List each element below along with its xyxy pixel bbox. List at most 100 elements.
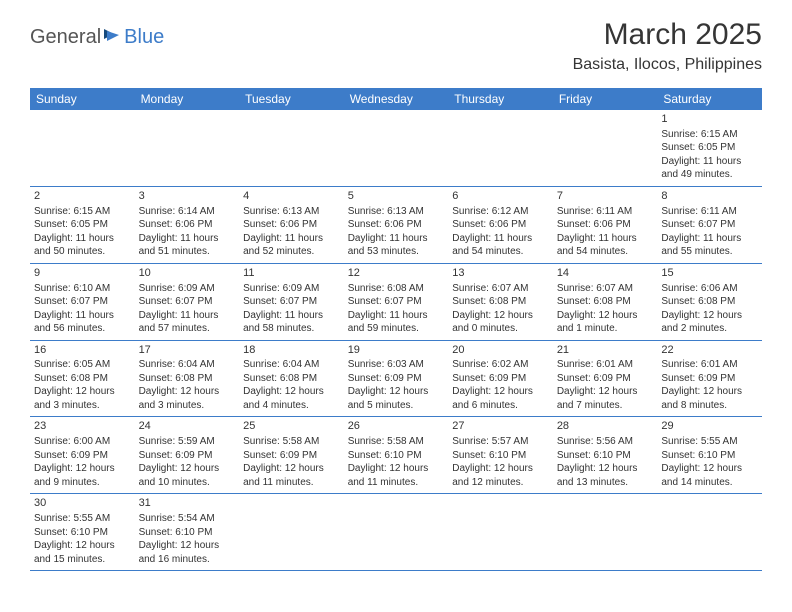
sunset-text: Sunset: 6:09 PM	[661, 372, 758, 386]
calendar-day-cell: 25Sunrise: 5:58 AMSunset: 6:09 PMDayligh…	[239, 417, 344, 494]
day-number: 25	[243, 419, 340, 434]
day-number: 24	[139, 419, 236, 434]
calendar-day-cell: 30Sunrise: 5:55 AMSunset: 6:10 PMDayligh…	[30, 494, 135, 571]
daylight-text: Daylight: 12 hours and 10 minutes.	[139, 462, 236, 489]
calendar-week-row: 23Sunrise: 6:00 AMSunset: 6:09 PMDayligh…	[30, 417, 762, 494]
sunrise-text: Sunrise: 6:00 AM	[34, 435, 131, 449]
calendar-day-cell: 8Sunrise: 6:11 AMSunset: 6:07 PMDaylight…	[657, 186, 762, 263]
daylight-text: Daylight: 12 hours and 16 minutes.	[139, 539, 236, 566]
sunset-text: Sunset: 6:06 PM	[139, 218, 236, 232]
calendar-empty-cell	[448, 110, 553, 186]
location-text: Basista, Ilocos, Philippines	[573, 56, 762, 74]
day-number: 27	[452, 419, 549, 434]
day-header-row: SundayMondayTuesdayWednesdayThursdayFrid…	[30, 88, 762, 110]
sunrise-text: Sunrise: 6:15 AM	[661, 128, 758, 142]
calendar-day-cell: 24Sunrise: 5:59 AMSunset: 6:09 PMDayligh…	[135, 417, 240, 494]
sunset-text: Sunset: 6:09 PM	[139, 449, 236, 463]
logo-text-blue: Blue	[124, 26, 164, 49]
calendar-week-row: 9Sunrise: 6:10 AMSunset: 6:07 PMDaylight…	[30, 263, 762, 340]
sunset-text: Sunset: 6:10 PM	[348, 449, 445, 463]
sunrise-text: Sunrise: 6:15 AM	[34, 205, 131, 219]
calendar-day-cell: 26Sunrise: 5:58 AMSunset: 6:10 PMDayligh…	[344, 417, 449, 494]
sunrise-text: Sunrise: 6:09 AM	[243, 282, 340, 296]
calendar-body: 1Sunrise: 6:15 AMSunset: 6:05 PMDaylight…	[30, 110, 762, 571]
flag-icon	[103, 26, 123, 49]
sunrise-text: Sunrise: 6:11 AM	[661, 205, 758, 219]
sunset-text: Sunset: 6:06 PM	[243, 218, 340, 232]
sunset-text: Sunset: 6:10 PM	[661, 449, 758, 463]
sunrise-text: Sunrise: 6:01 AM	[661, 358, 758, 372]
day-number: 30	[34, 496, 131, 511]
calendar-day-cell: 19Sunrise: 6:03 AMSunset: 6:09 PMDayligh…	[344, 340, 449, 417]
day-number: 21	[557, 343, 654, 358]
day-number: 8	[661, 189, 758, 204]
sunset-text: Sunset: 6:08 PM	[661, 295, 758, 309]
day-number: 20	[452, 343, 549, 358]
sunset-text: Sunset: 6:07 PM	[348, 295, 445, 309]
sunset-text: Sunset: 6:09 PM	[557, 372, 654, 386]
calendar-week-row: 16Sunrise: 6:05 AMSunset: 6:08 PMDayligh…	[30, 340, 762, 417]
daylight-text: Daylight: 12 hours and 6 minutes.	[452, 385, 549, 412]
sunset-text: Sunset: 6:10 PM	[34, 526, 131, 540]
sunset-text: Sunset: 6:07 PM	[661, 218, 758, 232]
sunset-text: Sunset: 6:09 PM	[34, 449, 131, 463]
calendar-empty-cell	[553, 494, 658, 571]
calendar-day-cell: 15Sunrise: 6:06 AMSunset: 6:08 PMDayligh…	[657, 263, 762, 340]
daylight-text: Daylight: 12 hours and 11 minutes.	[348, 462, 445, 489]
sunrise-text: Sunrise: 5:58 AM	[348, 435, 445, 449]
day-number: 3	[139, 189, 236, 204]
day-number: 15	[661, 266, 758, 281]
calendar-day-cell: 31Sunrise: 5:54 AMSunset: 6:10 PMDayligh…	[135, 494, 240, 571]
title-block: March 2025 Basista, Ilocos, Philippines	[573, 18, 762, 74]
day-number: 23	[34, 419, 131, 434]
page-title: March 2025	[573, 18, 762, 52]
sunrise-text: Sunrise: 6:07 AM	[557, 282, 654, 296]
daylight-text: Daylight: 11 hours and 54 minutes.	[557, 232, 654, 259]
calendar-day-cell: 12Sunrise: 6:08 AMSunset: 6:07 PMDayligh…	[344, 263, 449, 340]
calendar-day-cell: 17Sunrise: 6:04 AMSunset: 6:08 PMDayligh…	[135, 340, 240, 417]
calendar-week-row: 30Sunrise: 5:55 AMSunset: 6:10 PM Dayligh…	[30, 494, 762, 571]
day-number: 26	[348, 419, 445, 434]
sunset-text: Sunset: 6:09 PM	[348, 372, 445, 386]
daylight-text: Daylight: 12 hours and 12 minutes.	[452, 462, 549, 489]
sunrise-text: Sunrise: 6:01 AM	[557, 358, 654, 372]
sunset-text: Sunset: 6:08 PM	[557, 295, 654, 309]
sunrise-text: Sunrise: 6:13 AM	[348, 205, 445, 219]
daylight-text: Daylight: 12 hours and 3 minutes.	[34, 385, 131, 412]
sunrise-text: Sunrise: 6:02 AM	[452, 358, 549, 372]
daylight-text: Daylight: 12 hours and 1 minute.	[557, 309, 654, 336]
calendar-empty-cell	[657, 494, 762, 571]
day-number: 19	[348, 343, 445, 358]
sunset-text: Sunset: 6:07 PM	[243, 295, 340, 309]
sunset-text: Sunset: 6:10 PM	[557, 449, 654, 463]
day-number: 2	[34, 189, 131, 204]
day-number: 7	[557, 189, 654, 204]
daylight-text: Daylight: 11 hours and 51 minutes.	[139, 232, 236, 259]
day-header: Tuesday	[239, 88, 344, 110]
day-number: 12	[348, 266, 445, 281]
calendar-empty-cell	[553, 110, 658, 186]
sunset-text: Sunset: 6:08 PM	[139, 372, 236, 386]
day-number: 29	[661, 419, 758, 434]
daylight-text: Daylight: 11 hours and 58 minutes.	[243, 309, 340, 336]
calendar-day-cell: 29Sunrise: 5:55 AMSunset: 6:10 PMDayligh…	[657, 417, 762, 494]
calendar-week-row: 1Sunrise: 6:15 AMSunset: 6:05 PMDaylight…	[30, 110, 762, 186]
day-header: Wednesday	[344, 88, 449, 110]
daylight-text: Daylight: 12 hours and 0 minutes.	[452, 309, 549, 336]
sunrise-text: Sunrise: 5:55 AM	[661, 435, 758, 449]
calendar-day-cell: 7Sunrise: 6:11 AMSunset: 6:06 PMDaylight…	[553, 186, 658, 263]
calendar-day-cell: 23Sunrise: 6:00 AMSunset: 6:09 PMDayligh…	[30, 417, 135, 494]
day-number: 28	[557, 419, 654, 434]
day-header: Thursday	[448, 88, 553, 110]
sunrise-text: Sunrise: 5:59 AM	[139, 435, 236, 449]
sunrise-text: Sunrise: 5:55 AM	[34, 512, 131, 526]
sunrise-text: Sunrise: 6:14 AM	[139, 205, 236, 219]
calendar-day-cell: 9Sunrise: 6:10 AMSunset: 6:07 PMDaylight…	[30, 263, 135, 340]
sunrise-text: Sunrise: 6:03 AM	[348, 358, 445, 372]
day-header: Saturday	[657, 88, 762, 110]
logo: General Blue	[30, 26, 164, 49]
header: General Blue March 2025 Basista, Ilocos,…	[0, 0, 792, 80]
daylight-text: Daylight: 11 hours and 59 minutes.	[348, 309, 445, 336]
sunrise-text: Sunrise: 6:06 AM	[661, 282, 758, 296]
calendar-day-cell: 28Sunrise: 5:56 AMSunset: 6:10 PMDayligh…	[553, 417, 658, 494]
